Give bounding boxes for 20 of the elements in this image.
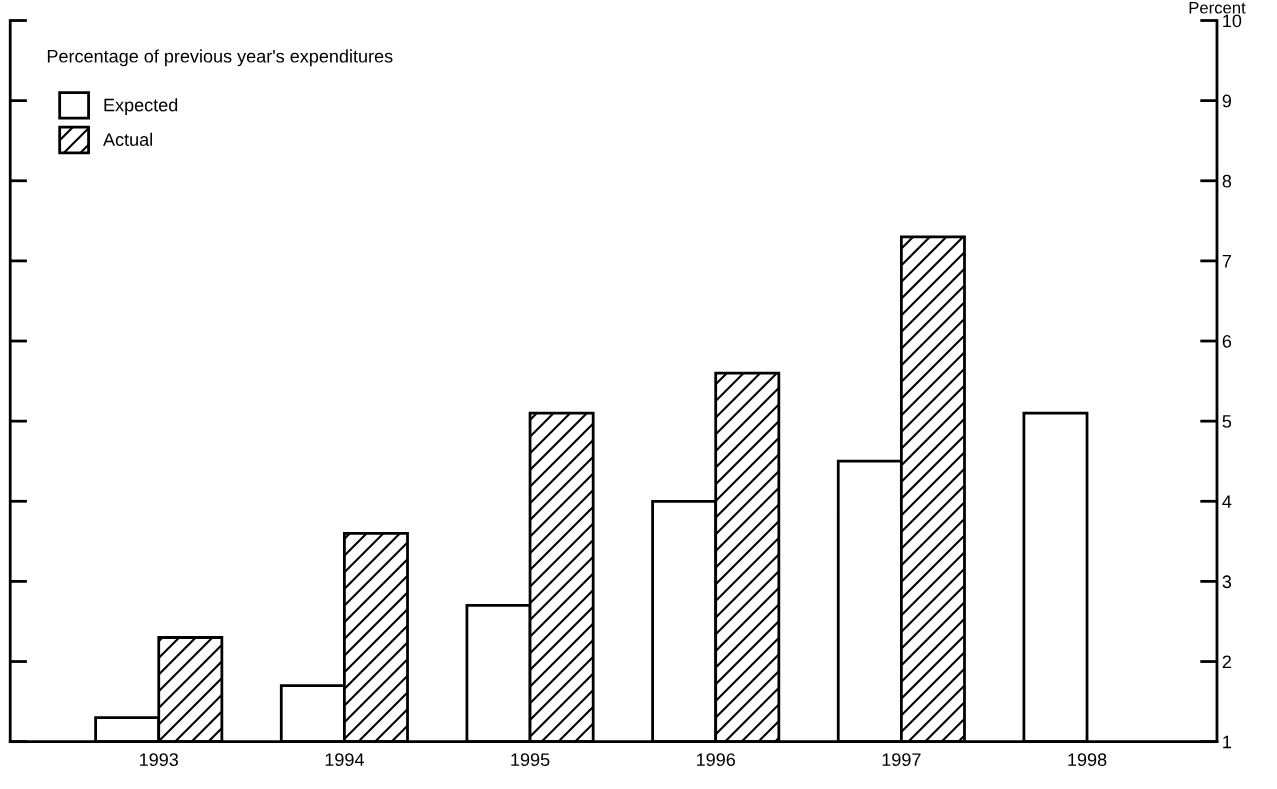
- y-axis-title: Percent: [1189, 1, 1246, 14]
- y-tick-label: 9: [1222, 94, 1232, 108]
- x-tick-label: 1997: [882, 753, 921, 767]
- y-tick-label: 7: [1222, 255, 1231, 268]
- y-tick-label: 6: [1222, 334, 1232, 348]
- y-tick-label: 5: [1222, 415, 1232, 428]
- x-tick-label: 1993: [140, 753, 179, 767]
- y-tick-label: 2: [1222, 655, 1231, 669]
- y-tick-label: 1: [1223, 735, 1231, 749]
- x-tick-label: 1996: [697, 753, 735, 767]
- y-tick-label: 8: [1222, 174, 1232, 188]
- y-tick-label: 10: [1223, 14, 1242, 28]
- legend-label: Actual: [103, 132, 152, 146]
- x-tick-label: 1995: [511, 753, 550, 767]
- y-tick-label: 4: [1222, 495, 1232, 508]
- x-tick-label: 1998: [1068, 753, 1107, 767]
- y-tick-label: 3: [1222, 575, 1232, 589]
- annotation: Percentage of previous year's expenditures: [47, 49, 393, 67]
- x-tick-label: 1994: [325, 753, 364, 767]
- legend-label: Expected: [104, 98, 178, 115]
